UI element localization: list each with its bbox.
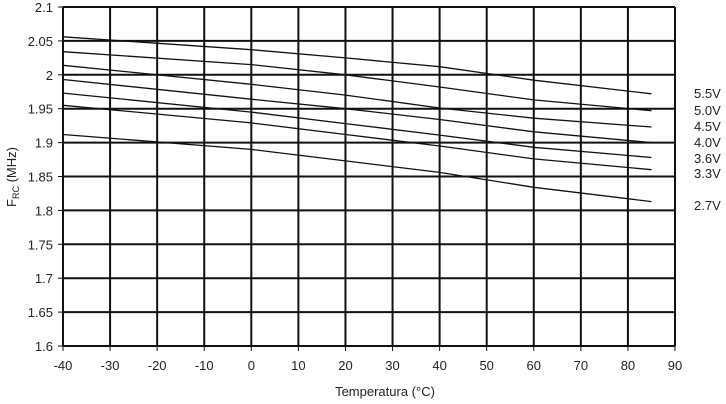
x-tick-label: 10 xyxy=(291,358,305,373)
y-tick-label: 1.75 xyxy=(28,237,53,252)
x-tick-label: 30 xyxy=(385,358,399,373)
legend-label-3.6V: 3.6V xyxy=(694,151,721,166)
y-tick-label: 1.6 xyxy=(35,339,53,354)
y-tick-label: 1.7 xyxy=(35,271,53,286)
x-tick-label: -10 xyxy=(195,358,214,373)
x-tick-label: 20 xyxy=(338,358,352,373)
y-tick-label: 2 xyxy=(46,68,53,83)
series-line-4.5V xyxy=(62,64,652,128)
series-line-5.0V xyxy=(62,51,652,112)
x-tick-label: 90 xyxy=(668,358,682,373)
x-tick-label: -20 xyxy=(148,358,167,373)
x-tick-label: 50 xyxy=(479,358,493,373)
legend-label-3.3V: 3.3V xyxy=(694,166,721,181)
legend-label-5.0V: 5.0V xyxy=(694,103,721,118)
series-line-5.5V xyxy=(62,36,652,95)
x-tick-label: -30 xyxy=(101,358,120,373)
x-tick-label: 70 xyxy=(574,358,588,373)
legend-label-4.5V: 4.5V xyxy=(694,119,721,134)
x-tick-label: -40 xyxy=(54,358,73,373)
tick-labels: -40 -30 -20 -10 0 10 20 30 40 50 60 70 80 90 1.6 1.65 1.… xyxy=(28,0,683,373)
y-tick-label: 2.1 xyxy=(35,0,53,15)
x-tick-label: 60 xyxy=(527,358,541,373)
legend: 5.5V 5.0V4.5V4.0V3.6V3.3V 2.7V xyxy=(694,86,721,213)
series-lines xyxy=(62,36,652,203)
legend-label-2.7V: 2.7V xyxy=(694,198,721,213)
x-tick-label: 80 xyxy=(621,358,635,373)
x-tick-label: 0 xyxy=(248,358,255,373)
y-tick-label: 1.9 xyxy=(35,136,53,151)
y-tick-label: 1.65 xyxy=(28,305,53,320)
y-tick-label: 2.05 xyxy=(28,34,53,49)
y-tick-label: 1.85 xyxy=(28,170,53,185)
legend-label-4.0V: 4.0V xyxy=(694,135,721,150)
legend-label-5.5V: 5.5V xyxy=(694,86,721,101)
series-line-3.6V xyxy=(62,92,652,159)
y-tick-label: 1.8 xyxy=(35,203,53,218)
series-line-3.3V xyxy=(62,104,652,171)
x-axis-title: Temperatura (°C) xyxy=(335,384,435,399)
grid xyxy=(58,6,676,351)
series-line-4.0V xyxy=(62,78,652,144)
y-axis-title: FRC (MHz) xyxy=(4,147,21,207)
x-tick-label: 40 xyxy=(432,358,446,373)
y-tick-label: 1.95 xyxy=(28,102,53,117)
series-line-2.7V xyxy=(62,133,652,203)
